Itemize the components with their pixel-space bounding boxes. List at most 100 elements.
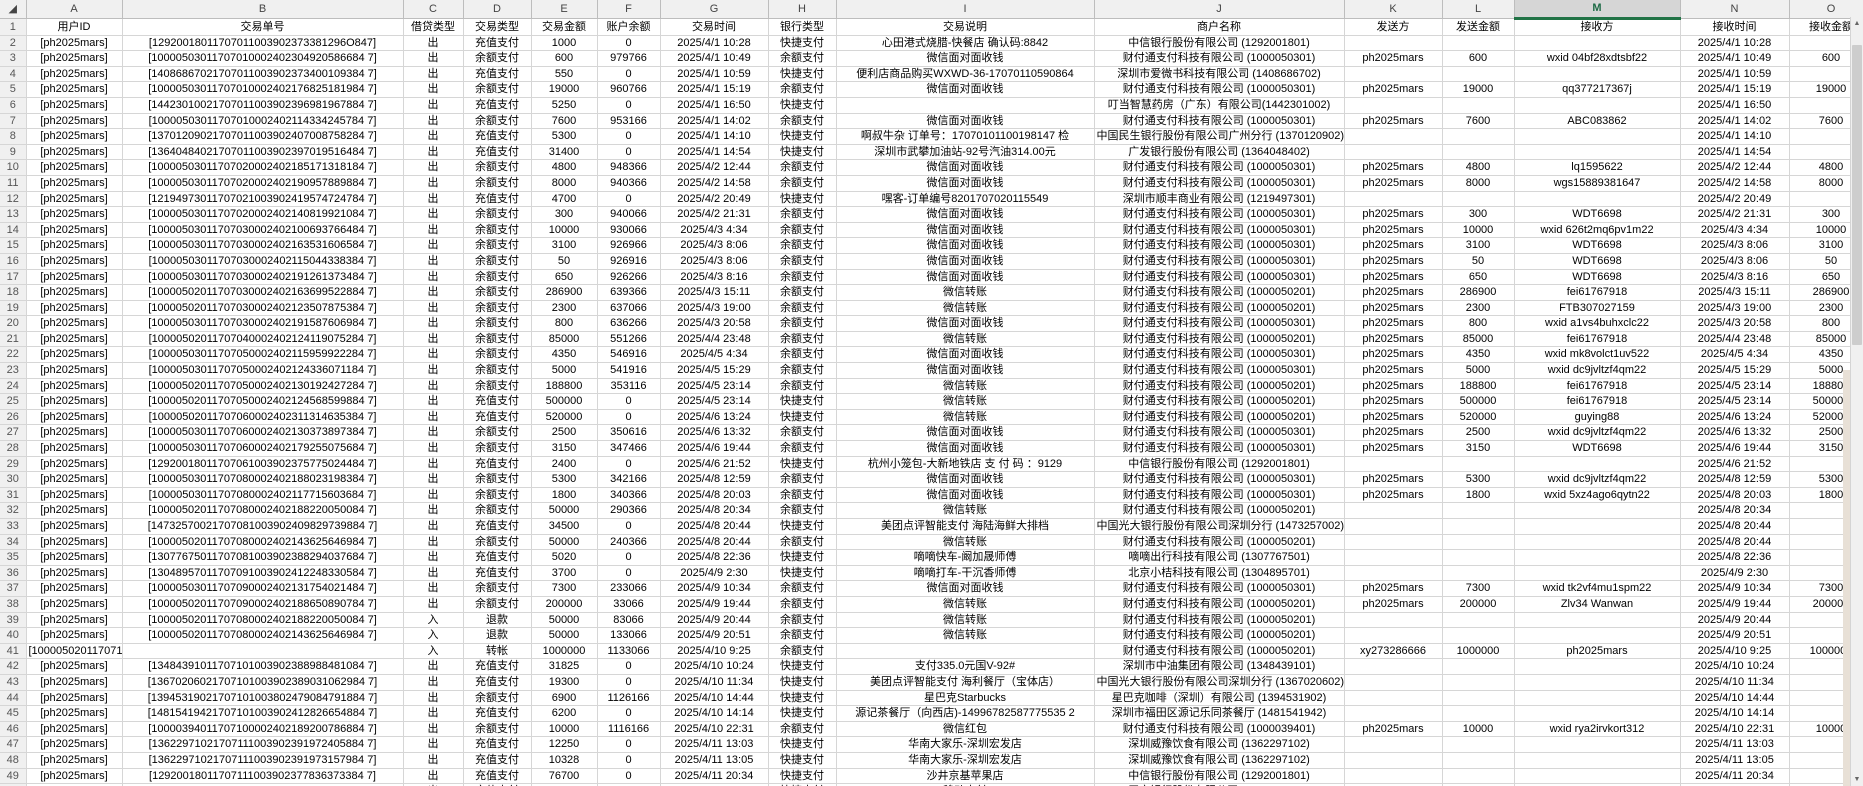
cell-c45[interactable]: 出 — [403, 705, 464, 722]
cell-f12[interactable]: 0 — [597, 191, 661, 208]
row-header-14[interactable]: 14 — [0, 222, 27, 239]
cell-n23[interactable]: 2025/4/5 15:29 — [1680, 362, 1790, 379]
cell-h14[interactable]: 余额支付 — [768, 222, 837, 239]
cell-a26[interactable]: [ph2025mars] — [26, 409, 123, 426]
cell-f3[interactable]: 979766 — [597, 50, 661, 67]
cell-a22[interactable]: [ph2025mars] — [26, 346, 123, 364]
cell-b17[interactable]: [10000503011707030002402191261373484 7] — [122, 269, 404, 286]
cell-f27[interactable]: 350616 — [597, 424, 661, 442]
table-row[interactable]: 45 [ph2025mars] [1481541942170710100390241… — [0, 705, 1863, 722]
cell-a14[interactable]: [ph2025mars] — [26, 222, 123, 239]
cell-f49[interactable]: 0 — [597, 768, 661, 785]
cell-a15[interactable]: [ph2025mars] — [26, 237, 123, 254]
cell-c2[interactable]: 出 — [403, 35, 464, 52]
cell-l47[interactable] — [1442, 736, 1515, 753]
cell-n21[interactable]: 2025/4/4 23:48 — [1680, 331, 1790, 348]
cell-a42[interactable]: [ph2025mars] — [26, 658, 123, 675]
cell-a28[interactable]: [ph2025mars] — [26, 440, 123, 457]
cell-f44[interactable]: 1126166 — [597, 690, 661, 707]
cell-k5[interactable]: ph2025mars — [1344, 81, 1443, 98]
header-cell-n[interactable]: 接收时间 — [1680, 18, 1790, 36]
cell-k37[interactable]: ph2025mars — [1344, 580, 1443, 597]
cell-g11[interactable]: 2025/4/2 14:58 — [660, 175, 769, 192]
cell-e47[interactable]: 12250 — [531, 736, 598, 753]
cell-n19[interactable]: 2025/4/3 19:00 — [1680, 300, 1790, 317]
cell-b35[interactable]: [13077675011707081003902388294037684 7] — [122, 549, 404, 566]
cell-i10[interactable]: 微信面对面收钱 — [836, 159, 1095, 176]
cell-i33[interactable]: 美团点评智能支付 海陆海鲜大排档 — [836, 518, 1095, 535]
cell-g12[interactable]: 2025/4/2 20:49 — [660, 191, 769, 208]
row-header-37[interactable]: 37 — [0, 580, 27, 597]
row-header-38[interactable]: 38 — [0, 596, 27, 613]
cell-i17[interactable]: 微信面对面收钱 — [836, 269, 1095, 286]
cell-n14[interactable]: 2025/4/3 4:34 — [1680, 222, 1790, 239]
cell-g24[interactable]: 2025/4/5 23:14 — [660, 378, 769, 395]
cell-n17[interactable]: 2025/4/3 8:16 — [1680, 269, 1790, 286]
cell-f32[interactable]: 290366 — [597, 502, 661, 519]
cell-g32[interactable]: 2025/4/8 20:34 — [660, 502, 769, 519]
header-cell-f[interactable]: 账户余额 — [597, 18, 661, 36]
cell-b34[interactable]: [10000502011707080002402143625646984 7] — [122, 534, 404, 551]
cell-h11[interactable]: 余额支付 — [768, 175, 837, 192]
cell-g22[interactable]: 2025/4/5 4:34 — [660, 346, 769, 364]
cell-b9[interactable]: [13640484021707011003902397019516484 7] — [122, 144, 404, 161]
cell-c48[interactable]: 出 — [403, 752, 464, 769]
cell-b31[interactable]: [10000503011707080002402117715603684 7] — [122, 487, 404, 504]
cell-g28[interactable]: 2025/4/6 19:44 — [660, 440, 769, 457]
cell-i42[interactable]: 支付335.0元国V-92# — [836, 658, 1095, 675]
cell-a30[interactable]: [ph2025mars] — [26, 471, 123, 488]
cell-h40[interactable]: 余额支付 — [768, 627, 837, 644]
row-header-6[interactable]: 6 — [0, 97, 27, 114]
cell-b40[interactable]: [10000502011707080002402143625646984 7] — [122, 627, 404, 644]
cell-f41[interactable]: 1133066 — [597, 643, 661, 660]
cell-k22[interactable]: ph2025mars — [1344, 346, 1443, 364]
cell-a25[interactable]: [ph2025mars] — [26, 393, 123, 410]
cell-e18[interactable]: 286900 — [531, 284, 598, 301]
row-header-46[interactable]: 46 — [0, 721, 27, 738]
column-header-n[interactable]: N — [1680, 0, 1790, 19]
table-row[interactable]: 13 [ph2025mars] [1000050301170702000240214… — [0, 206, 1863, 223]
cell-m2[interactable] — [1514, 35, 1681, 52]
cell-i11[interactable]: 微信面对面收钱 — [836, 175, 1095, 192]
cell-k40[interactable] — [1344, 627, 1443, 644]
cell-g9[interactable]: 2025/4/1 14:54 — [660, 144, 769, 161]
cell-g40[interactable]: 2025/4/9 20:51 — [660, 627, 769, 644]
cell-f9[interactable]: 0 — [597, 144, 661, 161]
cell-o14[interactable]: 10000 — [1789, 222, 1863, 239]
cell-i23[interactable]: 微信面对面收钱 — [836, 362, 1095, 379]
cell-i14[interactable]: 微信面对面收钱 — [836, 222, 1095, 239]
cell-c36[interactable]: 出 — [403, 565, 464, 582]
table-row[interactable]: 47 [ph2025mars] [1362297102170711100390239… — [0, 736, 1863, 753]
cell-g10[interactable]: 2025/4/2 12:44 — [660, 159, 769, 176]
cell-a4[interactable]: [ph2025mars] — [26, 66, 123, 83]
cell-h37[interactable]: 余额支付 — [768, 580, 837, 597]
cell-k35[interactable] — [1344, 549, 1443, 566]
cell-i16[interactable]: 微信面对面收钱 — [836, 253, 1095, 270]
cell-l43[interactable] — [1442, 674, 1515, 691]
cell-e43[interactable]: 19300 — [531, 674, 598, 691]
cell-e32[interactable]: 50000 — [531, 502, 598, 519]
cell-a16[interactable]: [ph2025mars] — [26, 253, 123, 270]
cell-i48[interactable]: 华南大家乐-深圳宏发店 — [836, 752, 1095, 769]
cell-k50[interactable] — [1344, 783, 1443, 786]
table-row[interactable]: 40 [ph2025mars] [1000050201170708000240214… — [0, 627, 1863, 644]
cell-a23[interactable]: [ph2025mars] — [26, 362, 123, 379]
cell-e6[interactable]: 5250 — [531, 97, 598, 114]
cell-j17[interactable]: 财付通支付科技有限公司 (1000050301) — [1094, 269, 1345, 286]
cell-i41[interactable] — [836, 643, 1095, 660]
cell-d36[interactable]: 充值支付 — [463, 565, 532, 582]
table-row[interactable]: 18 [ph2025mars] [1000050201170703000240216… — [0, 284, 1863, 301]
table-row[interactable]: 32 [ph2025mars] [1000050201170708000240218… — [0, 502, 1863, 519]
cell-l37[interactable]: 7300 — [1442, 580, 1515, 597]
cell-b38[interactable]: [10000502011707090002402188650890784 7] — [122, 596, 404, 613]
row-header-31[interactable]: 31 — [0, 487, 27, 504]
cell-b20[interactable]: [10000503011707030002402191587606984 7] — [122, 315, 404, 332]
cell-n26[interactable]: 2025/4/6 13:24 — [1680, 409, 1790, 426]
cell-d27[interactable]: 余额支付 — [463, 424, 532, 442]
cell-n18[interactable]: 2025/4/3 15:11 — [1680, 284, 1790, 301]
cell-b14[interactable]: [10000503011707030002402100693766484 7] — [122, 222, 404, 239]
cell-g41[interactable]: 2025/4/10 9:25 — [660, 643, 769, 660]
cell-l35[interactable] — [1442, 549, 1515, 566]
table-row[interactable]: 36 [ph2025mars] [1304895701170709100390241… — [0, 565, 1863, 582]
cell-k13[interactable]: ph2025mars — [1344, 206, 1443, 223]
